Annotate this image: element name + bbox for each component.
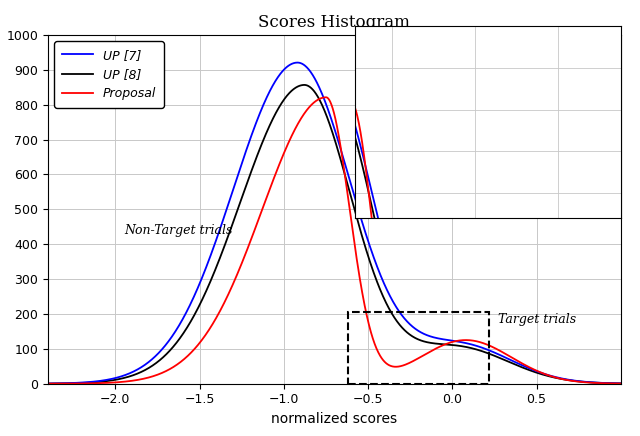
Bar bbox=[348, 312, 490, 384]
X-axis label: normalized scores: normalized scores bbox=[271, 412, 397, 426]
Legend: UP [7], UP [8], Proposal: UP [7], UP [8], Proposal bbox=[54, 41, 164, 108]
Text: Target trials: Target trials bbox=[498, 313, 576, 326]
Title: Scores Histogram: Scores Histogram bbox=[259, 14, 410, 31]
Text: Non-Target trials: Non-Target trials bbox=[124, 224, 232, 237]
